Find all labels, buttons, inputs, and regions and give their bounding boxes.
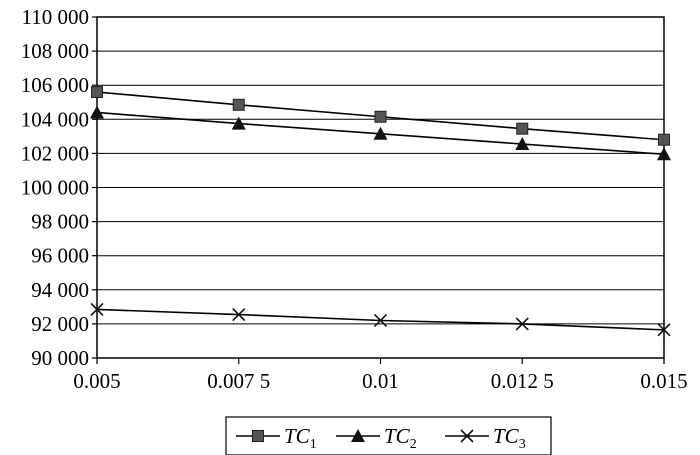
x-axis-ticks: 0.005 0.007 5 0.01 0.012 5 0.015 (73, 358, 688, 393)
data-point (658, 133, 670, 146)
y-tick-label: 106 000 (21, 73, 89, 97)
plot-frame (96, 16, 665, 359)
y-axis-ticks: 90 000 92 000 94 000 96 000 98 000 100 000 102… (21, 5, 97, 370)
y-tick-label: 98 000 (31, 210, 89, 234)
legend-label: TC1 (284, 424, 317, 452)
data-point (232, 98, 245, 111)
data-point (515, 317, 529, 331)
x-tick-label: 0.01 (362, 369, 399, 393)
legend: TC1 TC2 TC3 (225, 416, 552, 455)
series-tc3 (90, 302, 671, 337)
x-tick-label: 0.012 5 (491, 369, 554, 393)
legend-marker (460, 429, 474, 443)
legend-box (225, 416, 552, 455)
legend-item-tc2: TC2 (336, 424, 417, 452)
data-point (374, 110, 387, 123)
y-tick-label: 104 000 (21, 107, 89, 131)
data-point (657, 147, 671, 161)
legend-marker (252, 430, 264, 442)
y-tick-label: 90 000 (31, 346, 89, 370)
x-tick-label: 0.007 5 (207, 369, 270, 393)
data-point (91, 86, 103, 99)
data-point (373, 313, 388, 328)
series-tc1 (91, 86, 670, 146)
y-tick-label: 102 000 (21, 141, 89, 165)
legend-marker (351, 429, 365, 442)
y-tick-label: 100 000 (21, 176, 89, 200)
legend-label: TC2 (384, 424, 417, 452)
legend-item-tc1: TC1 (236, 424, 317, 452)
series-layer (90, 86, 671, 337)
grid-lines (97, 16, 664, 359)
series-tc2 (90, 105, 671, 161)
data-point (232, 307, 246, 322)
data-point (515, 137, 530, 151)
y-tick-label: 94 000 (31, 278, 89, 302)
y-tick-label: 110 000 (22, 5, 89, 29)
data-point (373, 126, 388, 140)
data-point (90, 105, 104, 119)
y-tick-label: 108 000 (21, 39, 89, 63)
data-point (90, 302, 104, 316)
legend-item-tc3: TC3 (445, 424, 526, 452)
data-point (516, 122, 529, 135)
data-point (231, 116, 246, 130)
y-tick-label: 96 000 (31, 244, 89, 268)
legend-label: TC3 (493, 424, 526, 452)
data-point (657, 323, 671, 337)
y-tick-label: 92 000 (31, 312, 89, 336)
x-tick-label: 0.015 (640, 369, 687, 393)
x-tick-label: 0.005 (73, 369, 120, 393)
